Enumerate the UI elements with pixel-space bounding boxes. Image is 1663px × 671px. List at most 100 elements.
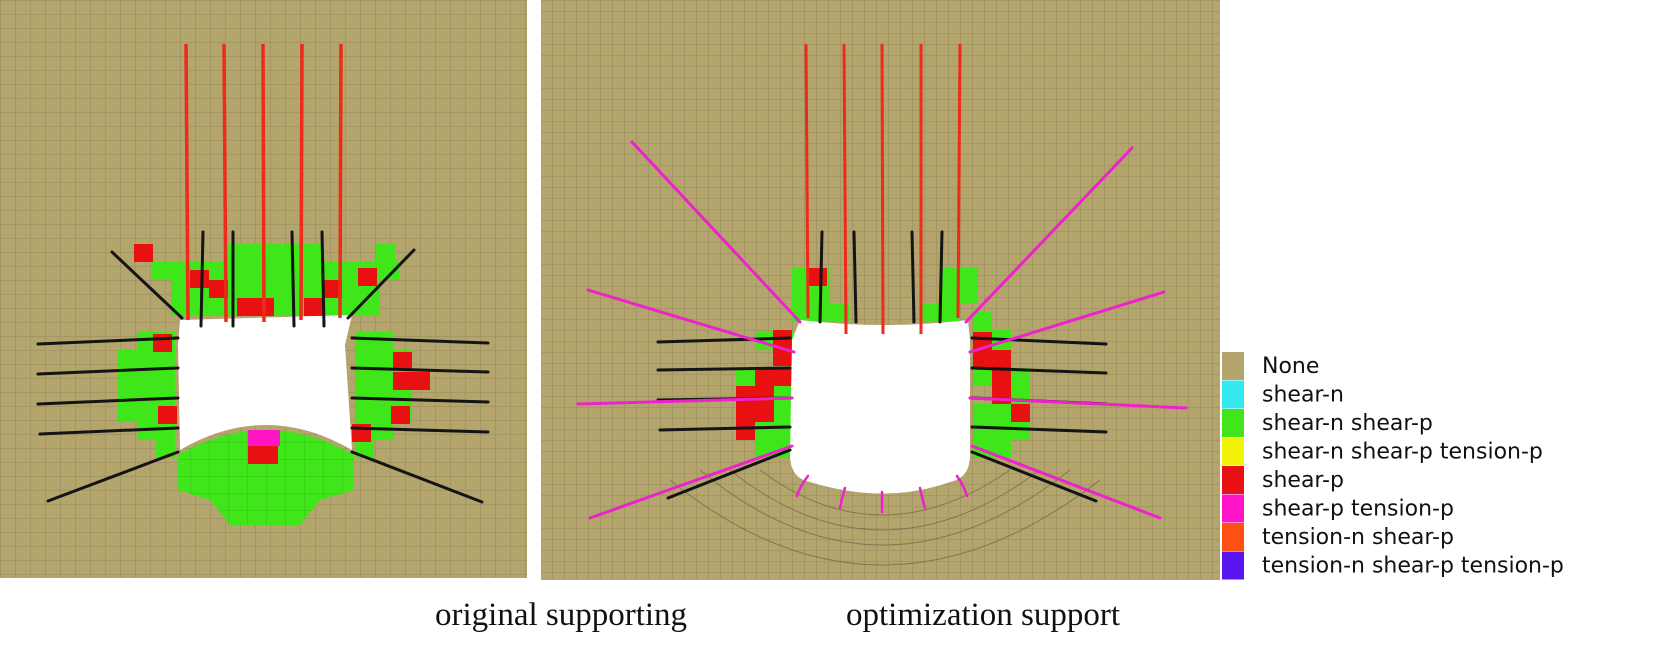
floor-mesh-rings [669, 469, 1101, 566]
plastic-zone-cell [774, 404, 793, 422]
plastic-zone-cell [830, 304, 849, 322]
plastic-zone-cell [736, 404, 755, 422]
legend-swatch [1222, 551, 1244, 580]
legend-swatch [1222, 352, 1244, 380]
plastic-zone-cell [374, 386, 393, 404]
plastic-zone-cell [773, 348, 792, 366]
plastic-zone-cell [358, 268, 377, 286]
plastic-zone-cell [973, 368, 992, 386]
plastic-zone-cell [393, 352, 412, 370]
plastic-zone-cell [171, 280, 190, 298]
plastic-zone-cell [342, 280, 361, 298]
plastic-zone-cell [266, 262, 285, 280]
plastic-zone-cell [992, 350, 1011, 368]
tunnel-cavity-right [790, 320, 970, 494]
plastic-zone-cell [304, 244, 323, 262]
plastic-zone-cell [304, 298, 323, 316]
plastic-zone-cell [940, 304, 959, 322]
plastic-zone-cell [973, 350, 992, 368]
floor-shear-tension-cell [248, 430, 280, 446]
plastic-zone-cell [374, 368, 393, 386]
plastic-zone-cell [393, 372, 412, 390]
plastic-zone-cell [355, 350, 374, 368]
caption-optimization: optimization support [846, 597, 1120, 633]
plastic-zone-cell [323, 262, 342, 280]
plastic-zone-cell [959, 286, 978, 304]
plastic-zone-cell [137, 422, 156, 440]
legend-label: tension-n shear-p tension-p [1262, 554, 1564, 579]
plastic-zone-cell [266, 280, 285, 298]
plastic-zone-cell [153, 334, 172, 352]
plastic-zone-cell [228, 262, 247, 280]
plastic-zone-cell [774, 386, 793, 404]
legend: None shear-n shear-n shear-p shear-n shear-… [1222, 352, 1564, 580]
legend-swatch [1222, 523, 1244, 551]
plastic-zone-cell [992, 422, 1011, 440]
plastic-zone-cell [374, 332, 393, 350]
legend-label: shear-p tension-p [1262, 497, 1454, 522]
plastic-zone-cell [736, 368, 755, 386]
plastic-zone-cell [209, 262, 228, 280]
plastic-zone-cell [940, 268, 959, 286]
floor-shear-cell [248, 446, 278, 464]
anchor-cables-right [576, 140, 1188, 520]
legend-label: None [1262, 354, 1319, 379]
roof-cables-left [184, 43, 343, 323]
legend-label: shear-n shear-p [1262, 411, 1433, 436]
plastic-zone-cell [247, 244, 266, 262]
plastic-zone-left [118, 244, 430, 458]
rock-bolts-left [36, 230, 490, 504]
original-support-panel [0, 0, 527, 578]
plastic-zone-cell [355, 404, 374, 422]
legend-swatch [1222, 380, 1244, 409]
plastic-zone-cell [247, 280, 266, 298]
plastic-zone-cell [228, 244, 247, 262]
plastic-zone-cell [992, 368, 1011, 386]
plastic-zone-cell [266, 244, 285, 262]
plastic-zone-cell [376, 244, 395, 262]
legend-label: shear-p [1262, 468, 1344, 493]
plastic-zone-cell [973, 312, 992, 330]
plastic-zone-cell [1011, 368, 1030, 386]
plastic-zone-cell [992, 386, 1011, 404]
plastic-zone-cell [391, 406, 410, 424]
plastic-zone-cell [342, 262, 361, 280]
plastic-zone-cell [304, 262, 323, 280]
legend-label: tension-n shear-p [1262, 525, 1454, 550]
plastic-zone-cell [323, 298, 342, 316]
plastic-zone-cell [992, 440, 1011, 458]
legend-label: shear-n [1262, 383, 1344, 408]
plastic-zone-cell [209, 298, 228, 316]
plastic-zone-cell [118, 350, 137, 368]
plastic-zone-cell [736, 422, 755, 440]
plastic-zone-cell [285, 244, 304, 262]
legend-swatch [1222, 466, 1244, 494]
plastic-zone-cell [118, 404, 137, 422]
plastic-zone-cell [774, 422, 793, 440]
legend-swatch [1222, 437, 1244, 466]
roof-cables-right [804, 43, 962, 335]
plastic-zone-cell [137, 404, 156, 422]
plastic-zone-cell [755, 368, 774, 386]
optimization-support-panel [541, 0, 1220, 580]
plastic-zone-cell [808, 268, 827, 286]
plastic-zone-cell [992, 404, 1011, 422]
plastic-zone-cell [118, 368, 137, 386]
plastic-zone-cell [959, 268, 978, 286]
plastic-zone-cell [304, 280, 323, 298]
plastic-zone-cell [156, 422, 175, 440]
floor-bolts-right [795, 474, 969, 514]
plastic-zone-cell [374, 404, 393, 422]
plastic-zone-cell [190, 298, 209, 316]
legend-swatch [1222, 494, 1244, 523]
plastic-zone-cell [374, 350, 393, 368]
plastic-zone-cell [411, 372, 430, 390]
plastic-zone-cell [355, 368, 374, 386]
tunnel-cavity-left [178, 315, 352, 450]
plastic-zone-cell [361, 298, 380, 316]
plastic-zone-cell [1011, 404, 1030, 422]
plastic-zone-cell [137, 350, 156, 368]
plastic-zone-cell [792, 286, 811, 304]
plastic-zone-cell [374, 422, 393, 440]
